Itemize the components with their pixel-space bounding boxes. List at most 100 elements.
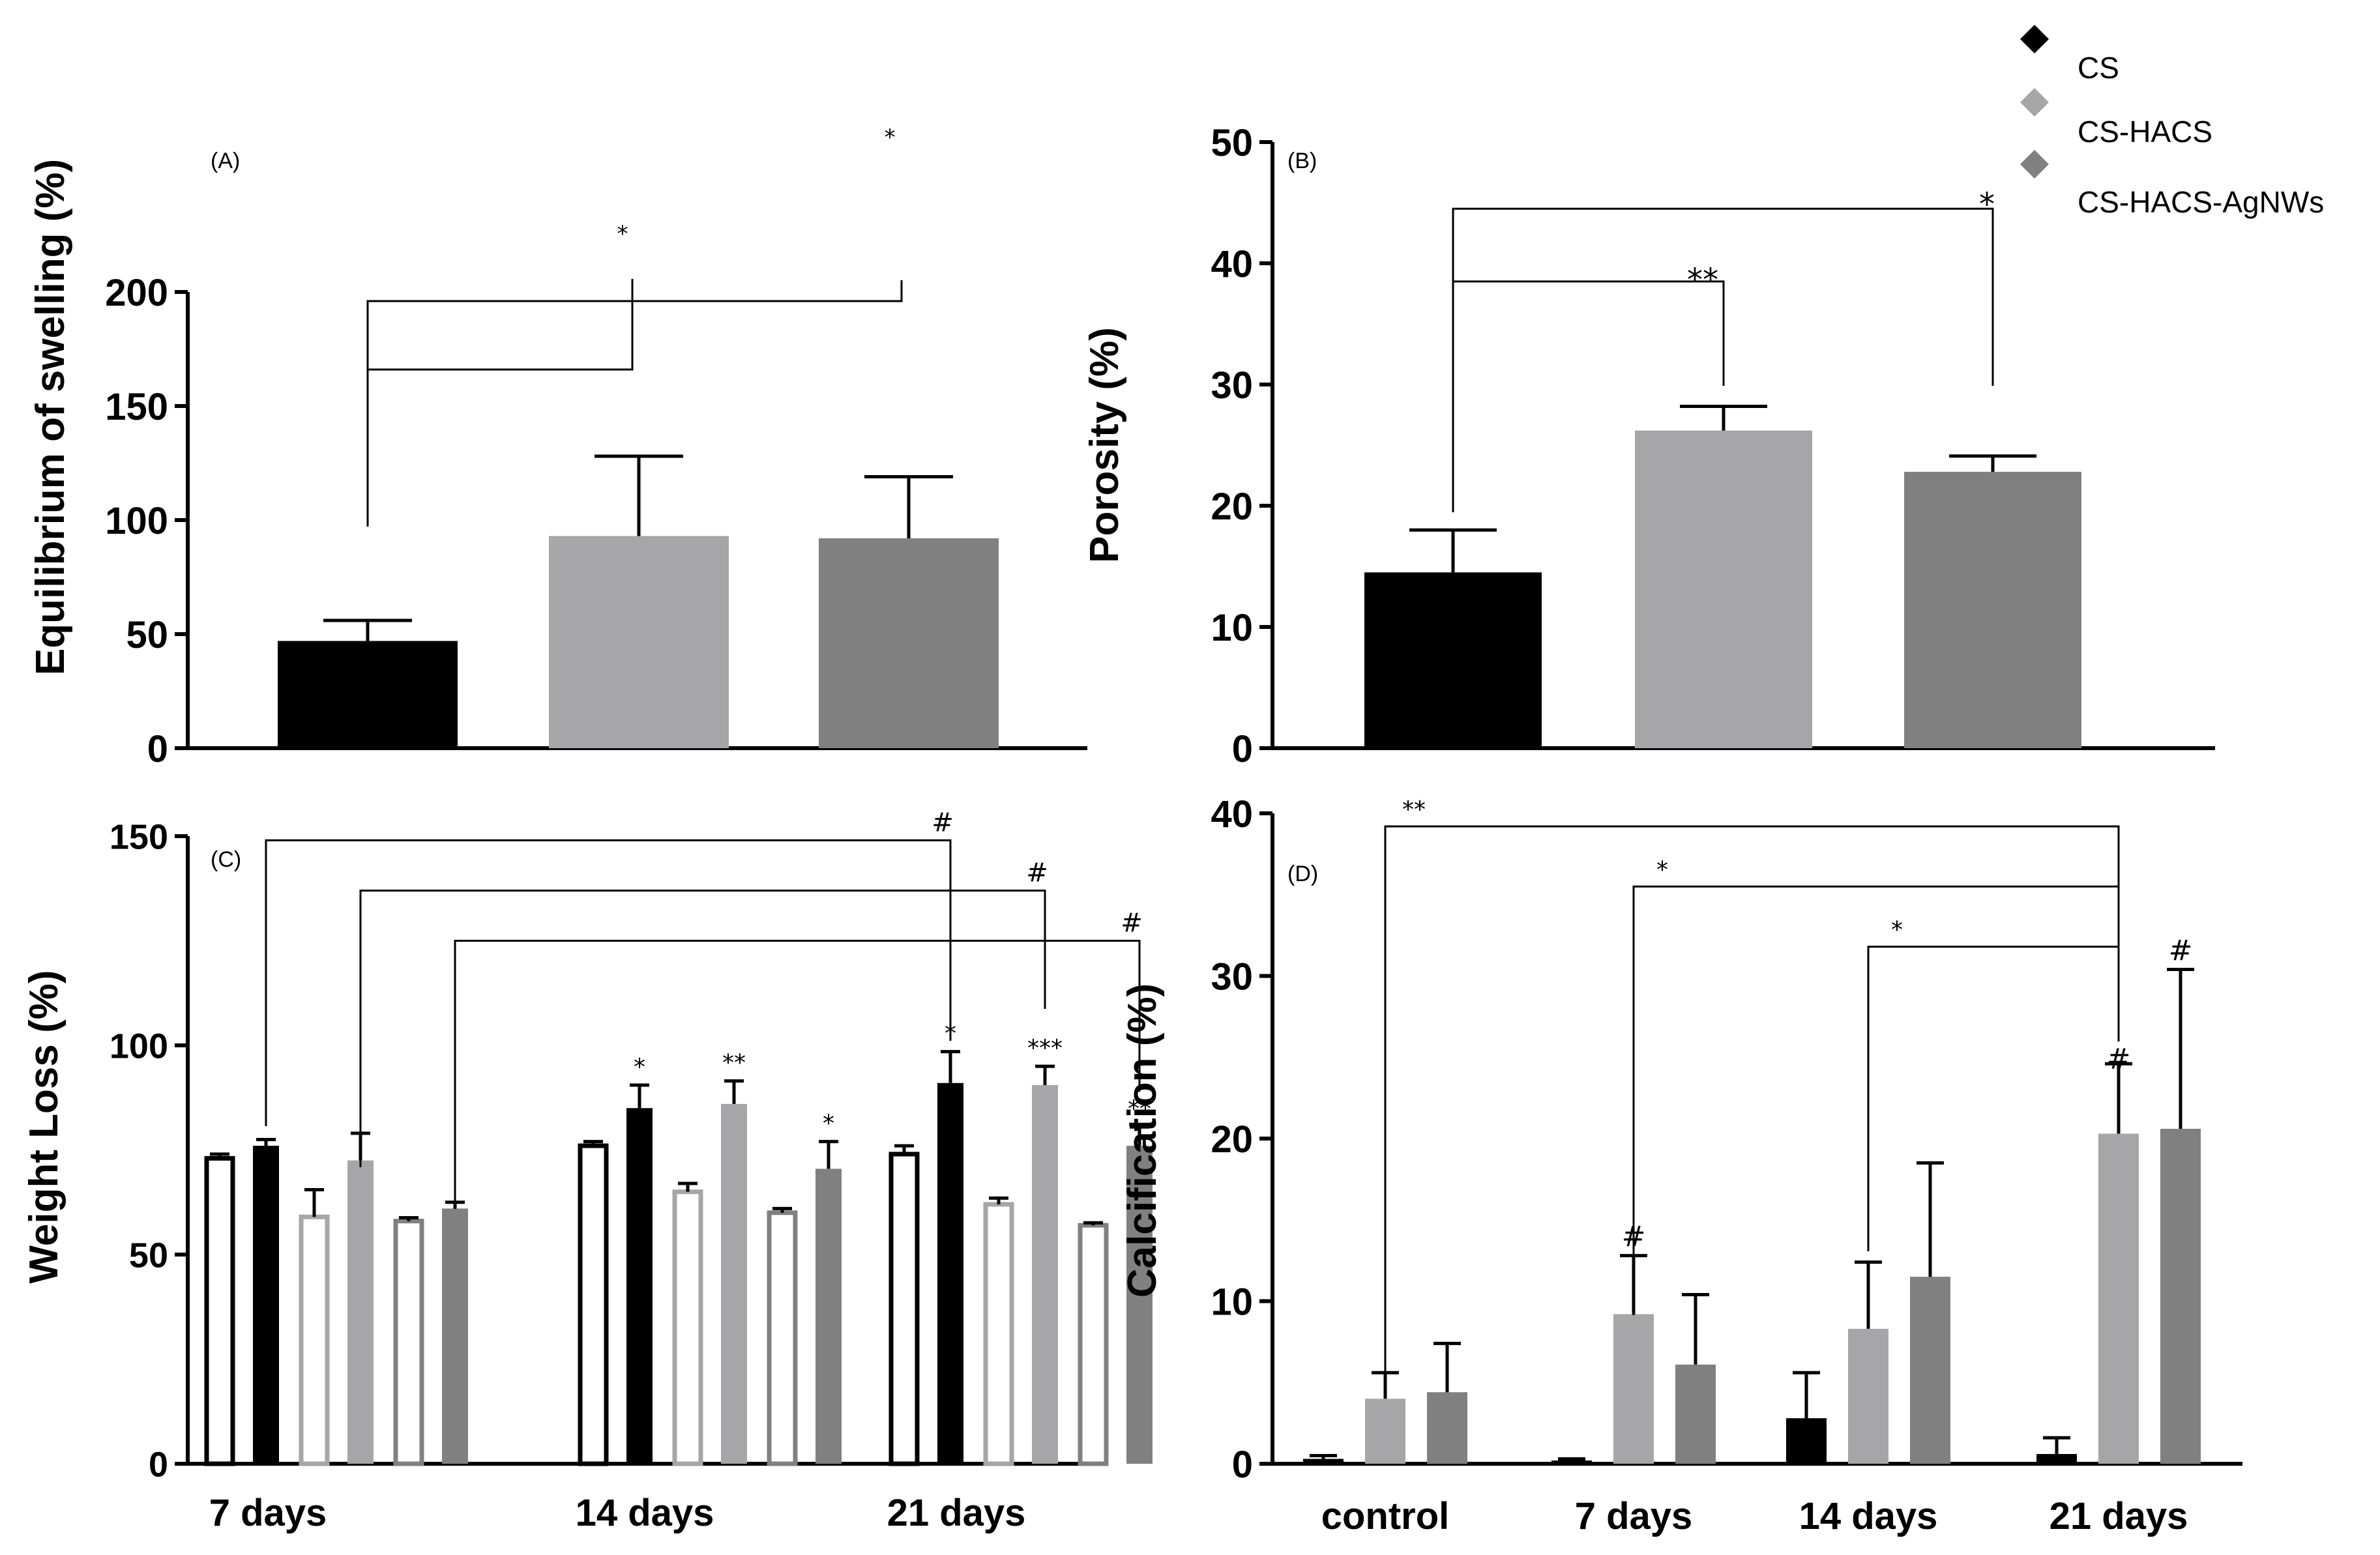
x-tick-label: 14 days (1799, 1495, 1938, 1537)
significance-bracket (454, 940, 1141, 1209)
significance-label: # (1026, 858, 1048, 888)
bar-cs-hacs-agnws (1675, 1364, 1716, 1464)
panel-label: (B) (1287, 149, 1317, 173)
bar-cs (278, 641, 458, 748)
bar-filled (253, 1146, 279, 1464)
y-tick-label: 40 (1211, 243, 1253, 285)
y-tick-labels: 0 50 100 150 (110, 817, 168, 1484)
significance-brackets: **** (1384, 796, 2120, 1372)
significance-brackets: ** (366, 124, 903, 527)
x-tick-labels: 7 days 14 days 21 days (209, 1492, 1026, 1534)
significance-bracket (366, 280, 903, 527)
bar-significance-label: * (823, 1111, 834, 1137)
bar-cs-hacs (1848, 1328, 1888, 1464)
significance-label: ** (1687, 262, 1718, 298)
y-tick-label: 10 (1211, 1281, 1253, 1323)
significance-brackets: *** (1452, 186, 1995, 512)
y-tick-label: 0 (147, 728, 168, 770)
bar-cs (1303, 1459, 1344, 1464)
y-axis-title: Equilibrium of swelling (%) (28, 159, 73, 675)
significance-label: * (885, 124, 896, 151)
x-tick-label: 21 days (2049, 1495, 2188, 1537)
bar-outline (1078, 1223, 1109, 1466)
significance-bracket (1867, 946, 2120, 1251)
bar-cs-hacs-agnws (1904, 471, 2081, 748)
y-tick-labels: 0 50 100 150 200 (105, 272, 168, 770)
bar-outline (672, 1189, 703, 1466)
x-tick-label: 21 days (887, 1492, 1026, 1534)
bar-outline (983, 1202, 1014, 1466)
y-tick-label: 20 (1211, 1118, 1253, 1161)
bar-filled (1126, 1146, 1153, 1464)
y-tick-label: 50 (1211, 122, 1253, 164)
bar-significance-label: *** (1027, 1035, 1063, 1062)
y-tick-label: 100 (110, 1026, 168, 1066)
bar-outline (578, 1143, 609, 1466)
significance-label: * (1979, 186, 1995, 223)
bar-cs (1786, 1418, 1827, 1464)
bar-filled (937, 1083, 963, 1464)
bar-significance-label: * (634, 1054, 645, 1081)
bar-cs-hacs (1635, 430, 1812, 748)
significance-label: # (932, 807, 954, 837)
x-tick-label: control (1321, 1495, 1450, 1537)
x-tick-label: 14 days (576, 1492, 714, 1534)
bars (1364, 404, 2081, 748)
legend-label-cs: CS (2078, 51, 2119, 85)
bar-cs-hacs (1365, 1399, 1405, 1464)
bar-outline (767, 1210, 798, 1466)
y-tick-label: 50 (126, 614, 168, 656)
legend-marker-cs-icon (2020, 25, 2049, 53)
panel-a: 0 50 100 150 200 Equilibrium of swelling (%)… (28, 124, 1087, 770)
y-axis-title: Porosity (%) (1082, 327, 1127, 563)
significance-brackets: # # # (265, 807, 1143, 1209)
bar-filled (347, 1160, 374, 1464)
bar-outline (204, 1155, 235, 1466)
bar-cs-hacs-agnws (1910, 1277, 1950, 1464)
bar-outline (889, 1152, 920, 1466)
y-tick-label: 0 (1232, 728, 1253, 770)
y-tick-label: 30 (1211, 955, 1253, 998)
y-tick-label: 150 (105, 386, 168, 428)
x-tick-label: 7 days (209, 1492, 327, 1534)
bar-cs-hacs (2098, 1133, 2139, 1464)
bar-significance-label: ** (722, 1050, 746, 1077)
significance-label: * (617, 221, 628, 247)
bar-cs (2036, 1454, 2077, 1464)
y-axis-title: Calcification (%) (1120, 983, 1165, 1298)
y-tick-labels: 0 10 20 30 40 (1211, 793, 1253, 1486)
y-tick-label: 200 (105, 272, 168, 314)
legend: CS CS-HACS CS-HACS-AgNWs (2020, 25, 2324, 219)
y-tick-label: 20 (1211, 486, 1253, 528)
y-tick-label: 0 (1232, 1444, 1253, 1486)
significance-bracket (1452, 207, 1994, 512)
x-tick-labels: control 7 days 14 days 21 days (1321, 1495, 2188, 1537)
bar-significance-label: ** (1128, 1096, 1151, 1122)
legend-marker-cs-hacs-icon (2020, 88, 2049, 117)
y-tick-label: 100 (105, 500, 168, 542)
y-tick-labels: 0 10 20 30 40 50 (1211, 122, 1253, 770)
significance-bracket (359, 889, 1046, 1167)
bar-filled (1032, 1084, 1058, 1464)
bar-cs (1364, 572, 1542, 748)
y-tick-label: 40 (1211, 793, 1253, 836)
significance-label: * (1656, 856, 1668, 883)
bar-cs-hacs-agnws (1427, 1392, 1467, 1464)
panel-label: (C) (211, 847, 241, 872)
bar-outline (299, 1214, 330, 1466)
bar-filled (442, 1208, 468, 1464)
bar-outline (393, 1219, 424, 1466)
y-tick-label: 0 (149, 1445, 168, 1484)
significance-label: ** (1402, 796, 1426, 823)
y-tick-label: 150 (110, 817, 168, 856)
panel-label: (A) (211, 149, 240, 173)
bar-cs-hacs-agnws (2160, 1129, 2201, 1464)
bar-cs (1551, 1461, 1592, 1464)
bar-cs-hacs-agnws (819, 538, 999, 748)
panel-label: (D) (1287, 862, 1318, 886)
bar-cs-hacs (1613, 1314, 1654, 1464)
bars: ********** (204, 1021, 1153, 1466)
x-tick-label: 7 days (1575, 1495, 1693, 1537)
legend-label-cs-hacs-agnws: CS-HACS-AgNWs (2078, 185, 2324, 219)
